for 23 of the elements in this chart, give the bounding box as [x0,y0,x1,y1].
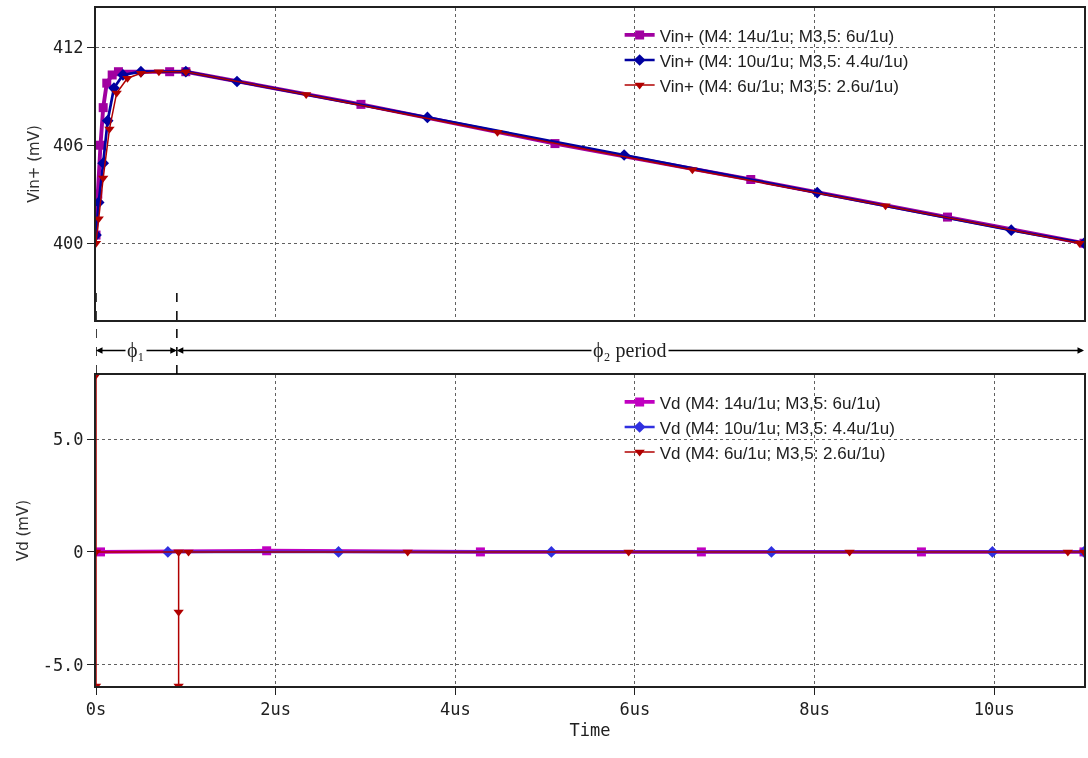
x-axis-title: Time [569,720,611,741]
x-tick-label: 6us [619,699,651,720]
y-axis-title: Vd (mV) [14,499,33,562]
x-tick-label: 8us [799,699,830,720]
y-tick-label: 5.0 [52,429,84,450]
text: ϕ₂ period [593,339,667,362]
x-tick-label: 4us [439,699,471,720]
legend-label: Vd (M4: 10u/1u; M3,5: 4.4u/1u) [659,418,895,438]
legend-label: Vin+ (M4: 14u/1u; M3,5: 6u/1u) [659,26,895,46]
legend-label: Vin+ (M4: 6u/1u; M3,5: 2.6u/1u) [659,76,899,96]
y-tick-label: -5.0 [42,654,84,675]
text: ϕ₁ [127,339,145,362]
y-tick-label: 400 [52,233,84,254]
legend-label: Vd (M4: 6u/1u; M3,5: 2.6u/1u) [659,443,886,463]
y-tick-label: 0 [73,541,84,562]
x-tick-label: 2us [260,699,291,720]
y-axis-title: Vin+ (mV) [24,125,43,203]
legend-label: Vd (M4: 14u/1u; M3,5: 6u/1u) [659,393,881,413]
x-tick-label: 10us [973,699,1015,720]
y-tick-label: 412 [52,37,84,58]
y-tick-label: 406 [52,135,84,156]
legend-label: Vin+ (M4: 10u/1u; M3,5: 4.4u/1u) [659,51,909,71]
x-tick-label: 0s [85,699,107,720]
